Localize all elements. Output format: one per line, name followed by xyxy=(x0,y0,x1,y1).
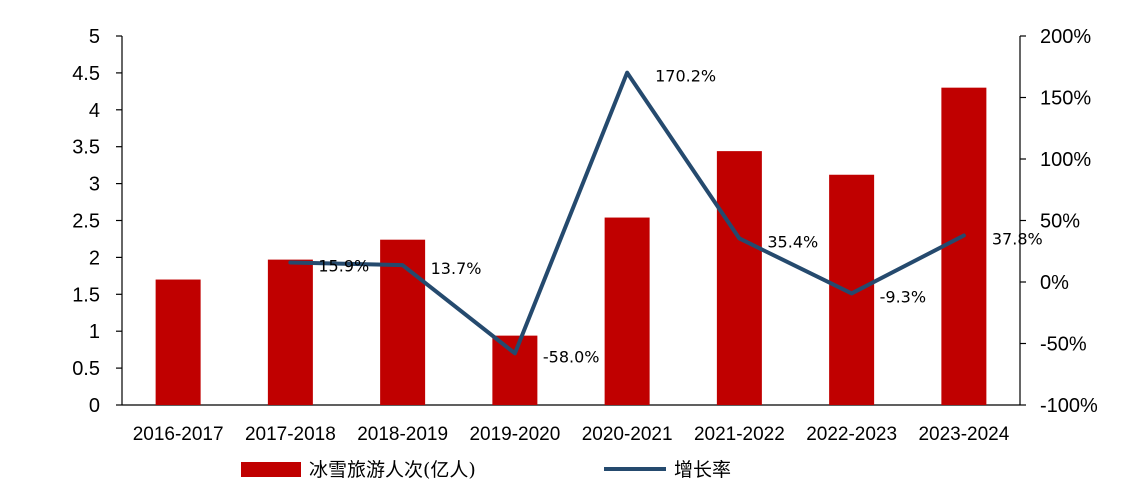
left-tick-label: 1 xyxy=(89,321,100,343)
left-tick-label: 2 xyxy=(89,247,100,269)
growth-rate-label: 15.9% xyxy=(318,256,369,275)
growth-rate-label: -9.3% xyxy=(880,287,926,306)
left-tick-label: 0.5 xyxy=(72,358,100,380)
growth-rate-label: 35.4% xyxy=(767,232,818,251)
left-tick-label: 0 xyxy=(89,395,100,417)
bar xyxy=(492,335,538,405)
category-label: 2023-2024 xyxy=(918,424,1009,445)
left-tick-label: 4 xyxy=(89,100,100,122)
category-label: 2019-2020 xyxy=(469,424,560,445)
left-tick-label: 3.5 xyxy=(72,137,100,159)
right-tick-label: 150% xyxy=(1040,88,1091,110)
left-tick-label: 3 xyxy=(89,174,100,196)
left-tick-label: 5 xyxy=(89,26,100,48)
category-label: 2017-2018 xyxy=(245,424,336,445)
right-tick-label: -100% xyxy=(1040,395,1098,417)
category-label: 2020-2021 xyxy=(582,424,673,445)
right-tick-label: -50% xyxy=(1040,334,1087,356)
growth-rate-label: 37.8% xyxy=(992,230,1043,249)
legend: 冰雪旅游人次(亿人) 增长率 xyxy=(241,459,731,481)
category-label: 2022-2023 xyxy=(806,424,897,445)
category-label: 2018-2019 xyxy=(357,424,448,445)
left-tick-label: 4.5 xyxy=(72,63,100,85)
right-axis-ticks: -100% -50% 0% 50% 100% 150% 200% xyxy=(1020,26,1098,417)
bar xyxy=(604,217,650,405)
growth-rate-label: 13.7% xyxy=(431,259,482,278)
left-tick-label: 1.5 xyxy=(72,284,100,306)
bar xyxy=(155,279,201,405)
growth-rate-label: 170.2% xyxy=(655,67,716,86)
legend-bar-label: 冰雪旅游人次(亿人) xyxy=(309,459,476,481)
legend-line-label: 增长率 xyxy=(674,459,731,481)
right-tick-label: 50% xyxy=(1040,211,1080,233)
bar xyxy=(267,259,313,405)
category-labels: 2016-2017 2017-2018 2018-2019 2019-2020 2020… xyxy=(133,424,1010,445)
line-series: 15.9% 13.7% -58.0% 170.2% 35.4% -9.3% 37.8% xyxy=(288,67,1043,366)
bar xyxy=(716,151,762,405)
category-label: 2021-2022 xyxy=(694,424,785,445)
left-tick-label: 2.5 xyxy=(72,211,100,233)
right-tick-label: 200% xyxy=(1040,26,1091,48)
right-tick-label: 100% xyxy=(1040,149,1091,171)
right-tick-label: 0% xyxy=(1040,272,1069,294)
growth-rate-line xyxy=(288,70,966,356)
bar xyxy=(829,174,875,405)
category-label: 2016-2017 xyxy=(133,424,224,445)
bar xyxy=(941,87,987,405)
left-axis-ticks: 0 0.5 1 1.5 2 2.5 3 3.5 4 4.5 5 xyxy=(72,26,122,417)
growth-rate-label: -58.0% xyxy=(543,347,600,366)
bar-series xyxy=(155,87,987,405)
legend-bar-swatch xyxy=(241,462,301,477)
